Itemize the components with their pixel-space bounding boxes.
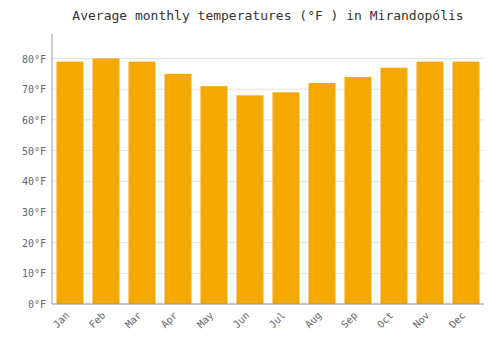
y-axis: 0°F 10°F 20°F 30°F 40°F 50°F 60°F 70°F 80°F bbox=[22, 34, 52, 310]
bar bbox=[417, 62, 444, 304]
bar bbox=[201, 86, 228, 304]
y-tick-label: 80°F bbox=[22, 54, 46, 65]
bar bbox=[309, 83, 336, 304]
x-axis-line bbox=[52, 304, 484, 305]
x-tick-label: Aug bbox=[303, 310, 324, 331]
chart-container: Average monthly temperatures (°F ) in Mi… bbox=[0, 0, 500, 350]
x-tick-label: Jul bbox=[267, 310, 288, 331]
bar bbox=[273, 92, 300, 304]
bar bbox=[345, 77, 372, 304]
bar bbox=[129, 62, 156, 304]
y-tick-label: 0°F bbox=[28, 299, 46, 310]
x-tick-label: Jan bbox=[51, 310, 72, 331]
title: Average monthly temperatures (°F ) in Mi… bbox=[72, 8, 463, 23]
x-tick-label: Apr bbox=[159, 310, 180, 331]
bar bbox=[381, 68, 408, 304]
x-tick-label: May bbox=[195, 310, 216, 331]
x-tick-label: Nov bbox=[411, 310, 432, 331]
bar bbox=[57, 62, 84, 304]
y-tick-label: 20°F bbox=[22, 238, 46, 249]
y-tick-label: 50°F bbox=[22, 146, 46, 157]
x-tick-label: Sep bbox=[339, 310, 360, 331]
y-tick-label: 30°F bbox=[22, 207, 46, 218]
x-tick-label: Jun bbox=[231, 310, 252, 331]
x-axis: Jan Feb Mar Apr May Jun Jul Aug Sep Oct Nov Dec bbox=[51, 304, 484, 330]
chart: Average monthly temperatures (°F ) in Mi… bbox=[0, 0, 500, 350]
grid-line bbox=[52, 304, 484, 305]
x-tick-label: Oct bbox=[375, 310, 396, 331]
bar bbox=[93, 59, 120, 304]
grid bbox=[52, 59, 484, 304]
y-axis-line bbox=[52, 34, 53, 304]
y-tick-label: 40°F bbox=[22, 176, 46, 187]
bar bbox=[453, 62, 480, 304]
y-tick-label: 70°F bbox=[22, 84, 46, 95]
x-tick-label: Mar bbox=[123, 310, 144, 331]
y-tick-label: 10°F bbox=[22, 268, 46, 279]
bars bbox=[57, 59, 480, 304]
x-tick-label: Dec bbox=[447, 310, 468, 331]
y-tick-label: 60°F bbox=[22, 115, 46, 126]
x-tick-label: Feb bbox=[87, 310, 108, 331]
bar bbox=[237, 95, 264, 304]
bar bbox=[165, 74, 192, 304]
